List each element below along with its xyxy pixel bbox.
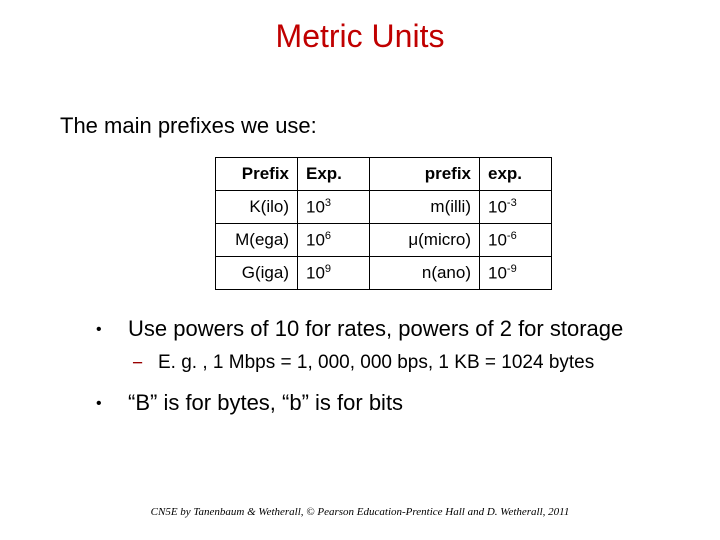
cell-prefix2: m(illi): [370, 191, 480, 224]
sub-bullet-marker-icon: −: [132, 352, 158, 376]
cell-exp2: 10-9: [480, 257, 552, 290]
footer-citation: CN5E by Tanenbaum & Wetherall, © Pearson…: [0, 506, 720, 518]
cell-prefix: K(ilo): [216, 191, 298, 224]
prefix-table-container: Prefix Exp. prefix exp. K(ilo) 103 m(ill…: [215, 157, 680, 290]
col-header-prefix: Prefix: [216, 158, 298, 191]
cell-exp: 103: [298, 191, 370, 224]
bullet-list: • Use powers of 10 for rates, powers of …: [96, 316, 680, 418]
cell-exp2: 10-6: [480, 224, 552, 257]
intro-text: The main prefixes we use:: [60, 113, 680, 139]
bullet-marker-icon: •: [96, 316, 128, 344]
table-row: K(ilo) 103 m(illi) 10-3: [216, 191, 552, 224]
slide-title: Metric Units: [40, 18, 680, 55]
col-header-exp2: exp.: [480, 158, 552, 191]
bullet-item: • “B” is for bytes, “b” is for bits: [96, 390, 680, 418]
cell-exp: 109: [298, 257, 370, 290]
cell-exp: 106: [298, 224, 370, 257]
cell-prefix2: μ(micro): [370, 224, 480, 257]
prefix-table: Prefix Exp. prefix exp. K(ilo) 103 m(ill…: [215, 157, 552, 290]
slide: Metric Units The main prefixes we use: P…: [0, 0, 720, 540]
bullet-text: “B” is for bytes, “b” is for bits: [128, 390, 403, 416]
bullet-marker-icon: •: [96, 390, 128, 418]
cell-prefix2: n(ano): [370, 257, 480, 290]
cell-prefix: G(iga): [216, 257, 298, 290]
table-row: G(iga) 109 n(ano) 10-9: [216, 257, 552, 290]
bullet-text: Use powers of 10 for rates, powers of 2 …: [128, 316, 623, 342]
table-header-row: Prefix Exp. prefix exp.: [216, 158, 552, 191]
cell-prefix: M(ega): [216, 224, 298, 257]
col-header-exp: Exp.: [298, 158, 370, 191]
sub-bullet-text: E. g. , 1 Mbps = 1, 000, 000 bps, 1 KB =…: [158, 352, 594, 374]
bullet-item: • Use powers of 10 for rates, powers of …: [96, 316, 680, 344]
col-header-prefix2: prefix: [370, 158, 480, 191]
table-row: M(ega) 106 μ(micro) 10-6: [216, 224, 552, 257]
cell-exp2: 10-3: [480, 191, 552, 224]
sub-bullet-item: − E. g. , 1 Mbps = 1, 000, 000 bps, 1 KB…: [132, 352, 680, 376]
